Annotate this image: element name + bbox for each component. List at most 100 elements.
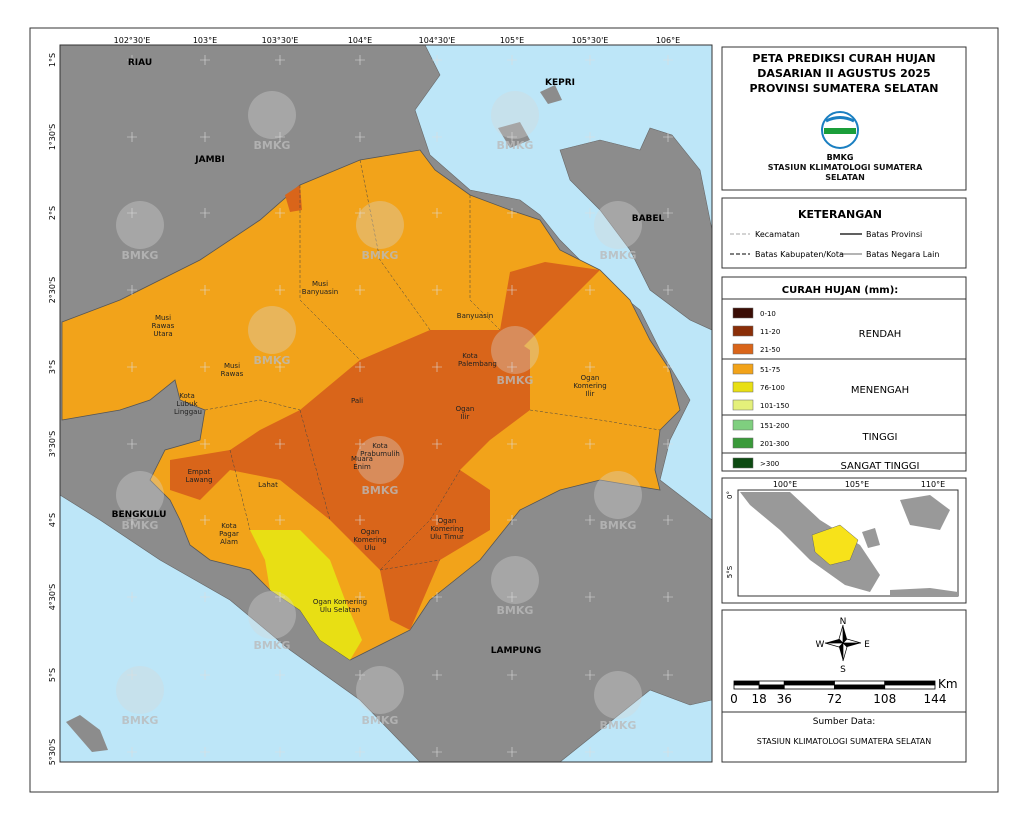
watermark-logo	[594, 671, 642, 719]
legend-class: >300	[760, 460, 779, 468]
graticule-cross	[663, 670, 673, 680]
graticule-cross	[663, 285, 673, 295]
district-label: Musi Rawas Utara	[151, 314, 175, 338]
legend-class: 76-100	[760, 384, 785, 392]
graticule-cross	[432, 439, 442, 449]
graticule-cross	[127, 132, 137, 142]
inset-latitude: 0°	[726, 491, 734, 499]
graticule-cross	[127, 515, 137, 525]
graticule-cross	[663, 592, 673, 602]
map-title: DASARIAN II AGUSTUS 2025	[757, 67, 930, 80]
keterangan-item: Batas Kabupaten/Kota	[755, 250, 844, 259]
watermark-text: BMKG	[122, 249, 159, 262]
graticule-cross	[355, 747, 365, 757]
graticule-cross	[585, 670, 595, 680]
graticule-cross	[663, 55, 673, 65]
line-samples	[730, 233, 862, 255]
longitude-label: 106°E	[656, 36, 680, 45]
district-label: Lahat	[258, 481, 278, 489]
graticule-cross	[507, 515, 517, 525]
graticule-cross	[127, 55, 137, 65]
graticule-cross	[432, 670, 442, 680]
district-label: Ogan Ilir	[455, 405, 475, 421]
graticule-cross	[275, 208, 285, 218]
graticule-cross	[585, 592, 595, 602]
scale-segment	[783, 684, 835, 690]
scale-unit: Km	[938, 677, 958, 691]
scale-segment	[733, 680, 760, 686]
watermark-text: BMKG	[254, 139, 291, 152]
latitude-label: 4°S	[48, 513, 57, 527]
district-label: Banyuasin	[456, 312, 494, 320]
graticule-cross	[585, 747, 595, 757]
graticule-cross	[127, 208, 137, 218]
scale-label: 108	[873, 692, 896, 706]
scale-segment	[758, 680, 785, 686]
watermark-text: BMKG	[362, 249, 399, 262]
legend-swatch	[732, 307, 754, 319]
scale-segment	[884, 684, 936, 690]
district-label: Kota Pagar Alam	[219, 522, 239, 546]
graticule-cross	[663, 747, 673, 757]
latitude-label: 5°30'S	[48, 739, 57, 766]
watermark-text: BMKG	[497, 374, 534, 387]
graticule-cross	[355, 362, 365, 372]
legend-swatch	[732, 437, 754, 449]
graticule-cross	[507, 55, 517, 65]
graticule-cross	[275, 515, 285, 525]
logo-text: BMKG	[827, 153, 854, 162]
graticule-cross	[275, 285, 285, 295]
watermark-logo	[491, 326, 539, 374]
graticule-cross	[585, 285, 595, 295]
graticule-cross	[432, 747, 442, 757]
map-frame	[59, 44, 713, 763]
inset-latitude: 5°S	[726, 565, 734, 578]
district-label: Muara Enim	[351, 455, 373, 471]
graticule-cross	[355, 515, 365, 525]
longitude-label: 105°E	[500, 36, 524, 45]
graticule-cross	[507, 670, 517, 680]
graticule-cross	[200, 362, 210, 372]
legend-swatch	[732, 419, 754, 431]
graticule-cross	[663, 208, 673, 218]
latitude-label: 3°S	[48, 360, 57, 374]
watermark-text: BMKG	[600, 719, 637, 732]
watermark-text: BMKG	[254, 639, 291, 652]
legend-swatch	[732, 381, 754, 393]
graticule-cross	[432, 132, 442, 142]
graticule-cross	[275, 747, 285, 757]
legend-swatch	[732, 325, 754, 337]
north-label: W	[816, 640, 825, 650]
legend-swatch	[732, 363, 754, 375]
map-title: PROVINSI SUMATERA SELATAN	[749, 82, 938, 95]
graticule-cross	[200, 515, 210, 525]
graticule-cross	[355, 670, 365, 680]
district-label: Pali	[350, 397, 364, 405]
longitude-label: 104°E	[348, 36, 372, 45]
graticule-cross	[507, 439, 517, 449]
watermark-logo	[491, 91, 539, 139]
graticule-cross	[663, 132, 673, 142]
watermark-text: BMKG	[362, 484, 399, 497]
graticule-cross	[585, 132, 595, 142]
graticule-cross	[507, 592, 517, 602]
district-label: Ogan Komering Ulu Selatan	[312, 598, 368, 614]
graticule-cross	[432, 285, 442, 295]
island	[498, 122, 530, 148]
scale-segment	[783, 680, 835, 686]
keterangan-item: Batas Negara Lain	[866, 250, 939, 259]
legend-swatch	[732, 343, 754, 355]
district-label: Kota Lubuk Linggau	[174, 392, 202, 416]
legend-class: 11-20	[760, 328, 780, 336]
watermark-logo	[356, 201, 404, 249]
latitude-label: 5°S	[48, 668, 57, 682]
graticule-cross	[200, 592, 210, 602]
inset-longitude: 110°E	[921, 480, 945, 489]
logo	[821, 111, 859, 149]
watermark-logo	[248, 306, 296, 354]
watermark-text: BMKG	[497, 604, 534, 617]
region-label: JAMBI	[194, 155, 224, 165]
scale-label: 144	[924, 692, 947, 706]
inset-longitude: 105°E	[845, 480, 869, 489]
graticule-cross	[507, 362, 517, 372]
